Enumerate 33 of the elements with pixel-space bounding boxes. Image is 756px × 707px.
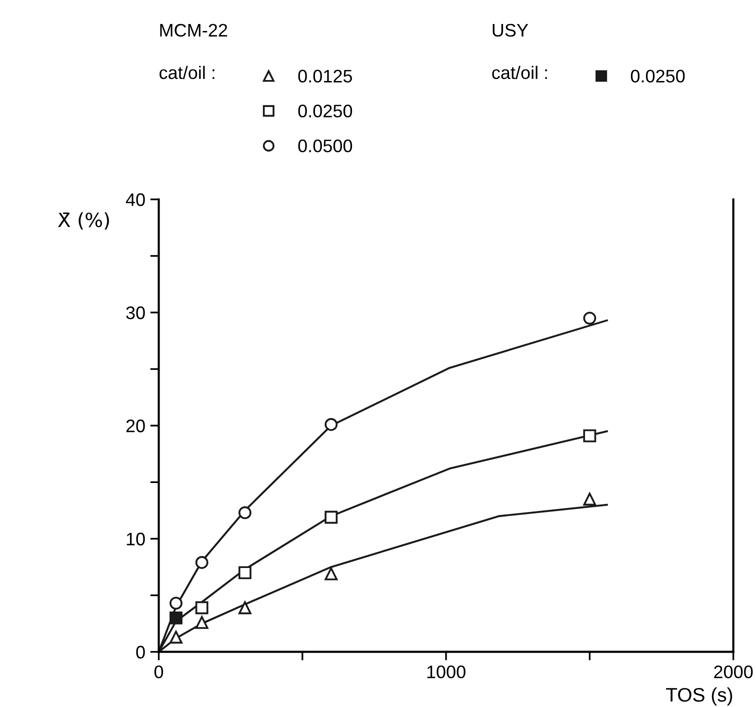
y-tick-label: 0	[136, 646, 145, 659]
point	[238, 601, 252, 614]
point	[170, 611, 182, 624]
text: cat/oil :	[160, 66, 214, 80]
point	[583, 492, 596, 506]
point	[195, 556, 208, 569]
point	[195, 616, 208, 629]
point	[238, 566, 252, 580]
point	[324, 567, 338, 580]
x-tick-label: 1000	[427, 666, 466, 678]
x-tick-label: 2000	[714, 666, 753, 678]
legend-label: 0.0125	[298, 70, 352, 83]
point	[324, 510, 338, 524]
legend-label: 0.0250	[298, 104, 352, 118]
legend-label: 0.0250	[630, 70, 685, 83]
point	[170, 596, 182, 610]
y-tick-label: 10	[126, 532, 145, 546]
point	[170, 630, 182, 644]
point	[583, 312, 596, 325]
point	[195, 601, 208, 614]
y-axis-title: X̄ (%)	[58, 212, 109, 230]
y-tick-label: 30	[126, 306, 145, 320]
point	[238, 506, 252, 520]
x-axis-title: TOS (s)	[666, 687, 732, 706]
text: cat/oil :	[492, 66, 547, 80]
legend-label: 0.0500	[298, 140, 352, 152]
y-tick-label: 40	[126, 193, 145, 206]
point	[324, 418, 338, 431]
text: USY	[492, 24, 528, 37]
x-tick-label: 0	[154, 666, 164, 678]
point	[583, 429, 596, 442]
text: MCM-22	[160, 24, 228, 37]
y-tick-label: 20	[126, 420, 145, 432]
